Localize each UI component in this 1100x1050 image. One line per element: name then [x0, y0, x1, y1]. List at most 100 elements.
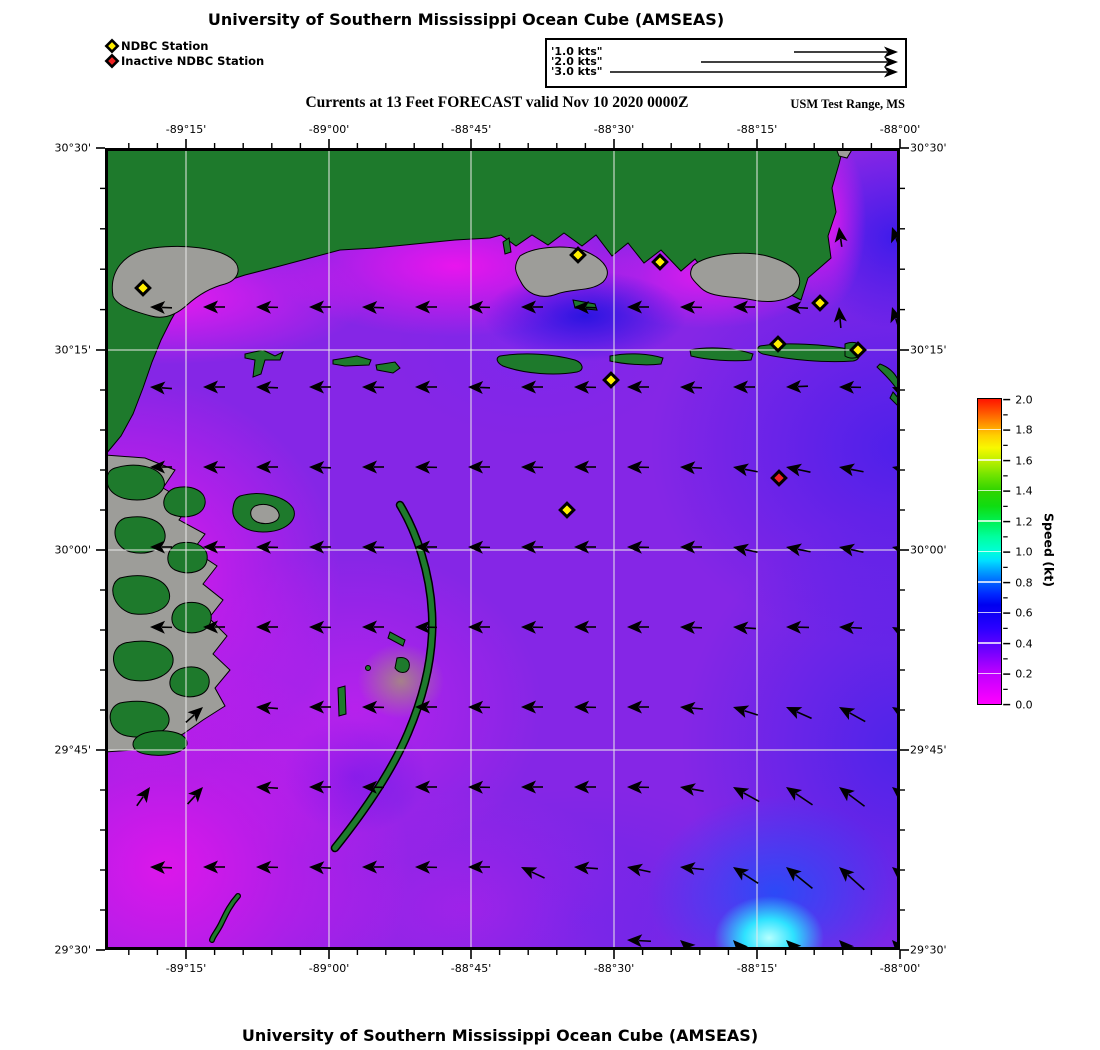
current-arrow — [362, 700, 385, 714]
x-axis-label: -89°00' — [308, 962, 350, 975]
y-axis-label: 30°15' — [54, 343, 91, 357]
current-arrow — [680, 862, 704, 876]
colorbar-tick-label: 1.2 — [1015, 515, 1033, 529]
current-arrow — [415, 460, 438, 474]
current-arrow — [521, 300, 543, 314]
y-axis-label: 30°30' — [910, 141, 947, 155]
current-arrow — [309, 700, 331, 714]
mainland-coast — [105, 148, 844, 456]
current-arrow — [185, 707, 203, 723]
current-arrow — [839, 543, 864, 557]
current-arrow — [468, 300, 491, 314]
current-arrow — [362, 460, 384, 474]
colorbar-tick-label: 1.6 — [1015, 454, 1033, 468]
current-arrow — [627, 863, 651, 877]
current-arrow — [203, 460, 226, 474]
current-arrow — [309, 300, 331, 314]
current-arrow — [362, 780, 385, 794]
current-arrow — [786, 867, 813, 890]
ndbc-station-icon — [104, 38, 120, 54]
petit-bois-island — [689, 347, 754, 362]
inactive-ndbc-station-label: Inactive NDBC Station — [121, 54, 265, 68]
current-arrow — [150, 381, 173, 395]
current-arrow — [733, 787, 760, 803]
x-axis-label: -88°15' — [736, 962, 778, 975]
inactive-ndbc-station-icon — [104, 53, 120, 69]
colorbar-tick-label: 0.0 — [1015, 698, 1033, 712]
colorbar-tick-label: 1.8 — [1015, 423, 1033, 437]
current-arrow — [733, 621, 756, 635]
current-arrow — [892, 464, 900, 477]
current-arrow — [786, 543, 811, 557]
current-arrow — [680, 621, 703, 635]
current-arrow — [786, 620, 810, 634]
colorbar-divider — [978, 520, 1001, 522]
current-arrow — [362, 620, 384, 634]
current-arrow — [680, 381, 703, 395]
land-layer — [105, 148, 900, 943]
current-arrow — [574, 780, 596, 794]
current-arrow — [415, 780, 437, 794]
station-legend-icons — [104, 38, 120, 69]
bay-st-louis — [111, 246, 239, 318]
current-arrow — [786, 379, 809, 393]
edge-sliver-1 — [876, 363, 900, 389]
biloxi-back-bay — [515, 246, 608, 297]
x-axis-label: -88°45' — [450, 123, 492, 136]
footer-title: University of Southern Mississippi Ocean… — [241, 1026, 759, 1045]
current-arrow — [574, 620, 596, 634]
current-arrow — [833, 307, 847, 328]
current-arrow — [203, 380, 225, 394]
current-arrow — [733, 380, 755, 394]
ndbc-station-marker — [651, 253, 669, 271]
ndbc-station-marker — [558, 501, 576, 519]
current-arrow — [203, 620, 225, 634]
y-axis-label: 30°00' — [54, 543, 91, 557]
current-arrow — [468, 860, 490, 874]
current-arrow — [627, 620, 649, 634]
current-arrow — [733, 300, 755, 314]
current-arrow — [521, 700, 543, 714]
cat-island — [244, 349, 284, 378]
current-arrow — [362, 380, 385, 394]
current-arrow — [839, 867, 865, 891]
map-canvas — [105, 148, 900, 950]
current-arrow — [627, 540, 650, 554]
scale-arrows — [610, 46, 898, 78]
y-axis-label: 29°30' — [910, 943, 947, 957]
colorbar-tick-label: 1.0 — [1015, 545, 1033, 559]
colorbar-divider — [978, 428, 1001, 431]
current-arrow — [680, 300, 703, 314]
current-arrow — [309, 780, 331, 794]
current-arrow — [256, 781, 279, 795]
scale-arrow — [610, 66, 898, 78]
current-arrow — [839, 621, 863, 635]
current-arrow — [150, 460, 172, 474]
ndbc-station-marker — [602, 371, 620, 389]
current-arrow — [203, 540, 225, 554]
current-arrow — [256, 701, 279, 715]
current-arrow — [415, 620, 438, 634]
current-arrow — [892, 544, 900, 557]
vector-scale-box: '1.0 kts" '2.0 kts" '3.0 kts" — [545, 38, 907, 88]
colorbar-divider — [978, 550, 1001, 553]
colorbar-tick-label: 2.0 — [1015, 393, 1033, 407]
current-arrow — [680, 701, 703, 715]
ndbc-station-marker — [134, 279, 152, 297]
current-arrow — [362, 540, 385, 554]
current-arrow — [680, 461, 703, 475]
current-arrow — [150, 620, 173, 634]
x-axis-label: -89°15' — [165, 962, 207, 975]
pascagoula-marsh — [690, 252, 801, 302]
colorbar-tick-label: 0.2 — [1015, 667, 1033, 681]
current-arrow — [468, 780, 491, 794]
colorbar-divider — [978, 489, 1001, 492]
y-axis-label: 30°15' — [910, 343, 947, 357]
station-marker-layer — [134, 246, 867, 519]
y-axis-label: 30°30' — [54, 141, 91, 155]
current-arrow — [839, 707, 866, 723]
current-arrow — [733, 867, 759, 885]
current-arrow — [521, 780, 543, 794]
colorbar-divider — [978, 611, 1001, 614]
colorbar-divider — [978, 642, 1001, 644]
